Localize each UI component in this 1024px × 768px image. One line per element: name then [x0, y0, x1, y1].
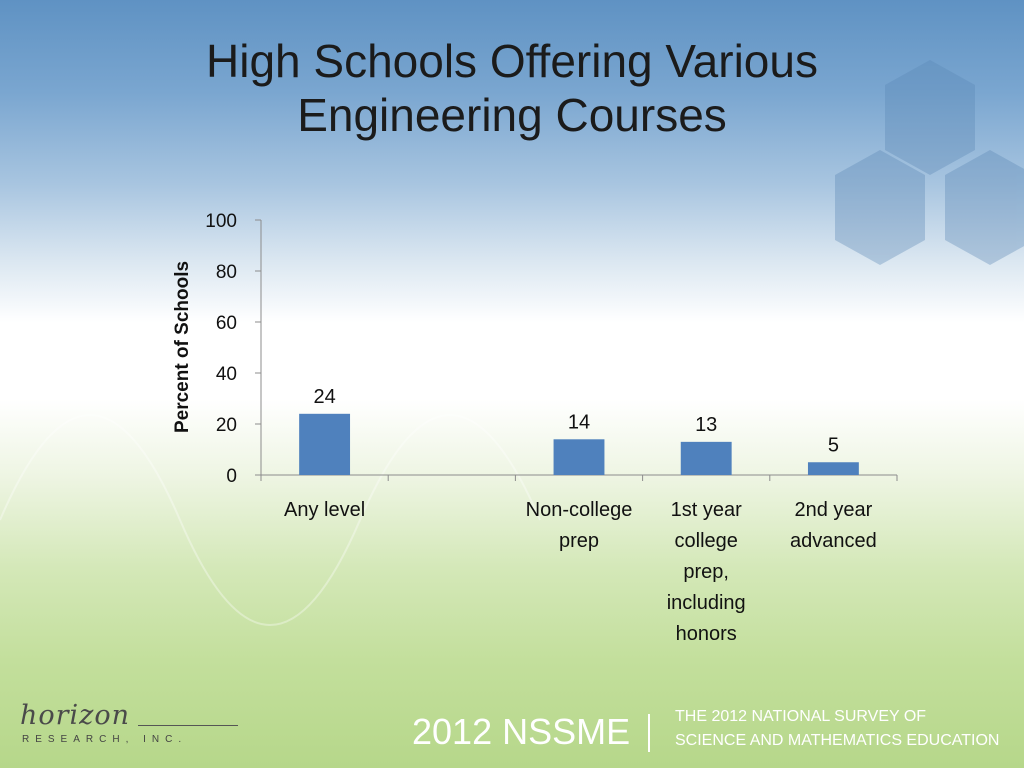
y-tick-label: 100 [205, 211, 237, 232]
y-tick-label: 20 [216, 415, 237, 436]
y-tick-label: 80 [216, 262, 237, 283]
x-category-label: Non-college prep [526, 499, 633, 552]
logo-wordmark: horizon [20, 700, 131, 731]
footer-brand: 2012 NSSME [412, 711, 631, 752]
bar [807, 462, 859, 475]
bar [553, 439, 605, 475]
bar-value-label: 13 [695, 414, 717, 436]
horizon-research-logo: horizon RESEARCH, INC. [20, 700, 250, 750]
y-axis-title: Percent of Schools [172, 261, 193, 433]
slide-title: High Schools Offering Various Engineerin… [0, 34, 1024, 142]
x-category-label-line: Any level [284, 499, 365, 521]
y-tick-label: 40 [216, 364, 237, 385]
logo-subtitle: RESEARCH, INC. [22, 734, 188, 745]
footer-divider [648, 714, 650, 752]
slide-title-line: High Schools Offering Various [206, 35, 818, 87]
x-category-label-line: honors [676, 623, 737, 645]
bar [680, 441, 732, 475]
bar [299, 413, 351, 475]
x-category-label-line: college [675, 530, 738, 552]
footer-description: THE 2012 NATIONAL SURVEY OF SCIENCE AND … [675, 705, 999, 753]
x-category-label-line: prep, [683, 561, 729, 583]
x-category-label-line: including [667, 592, 746, 614]
footer-description-line: THE 2012 NATIONAL SURVEY OF [675, 708, 927, 725]
bar-value-label: 24 [313, 386, 335, 408]
x-category-label-line: 1st year [671, 499, 742, 521]
x-category-label-line: prep [559, 530, 599, 552]
x-category-label: 2nd year advanced [790, 499, 877, 552]
x-category-label: Any level [284, 499, 365, 521]
logo-underline [138, 725, 238, 726]
x-category-label-line: 2nd year [794, 499, 872, 521]
x-category-label-line: Non-college [526, 499, 633, 521]
hexagon-decoration [885, 60, 975, 175]
bar-value-label: 14 [568, 411, 590, 433]
hexagon-decoration [835, 150, 925, 265]
x-category-label-line: advanced [790, 530, 877, 552]
bar-value-label: 5 [828, 434, 839, 456]
y-tick-label: 60 [216, 313, 237, 334]
footer-description-line: SCIENCE AND MATHEMATICS EDUCATION [675, 732, 1000, 749]
slide-title-line: Engineering Courses [297, 89, 727, 141]
y-tick-label: 0 [226, 466, 237, 487]
hexagon-decoration [945, 150, 1024, 265]
x-category-label: 1st year college prep, including honors [667, 499, 746, 645]
